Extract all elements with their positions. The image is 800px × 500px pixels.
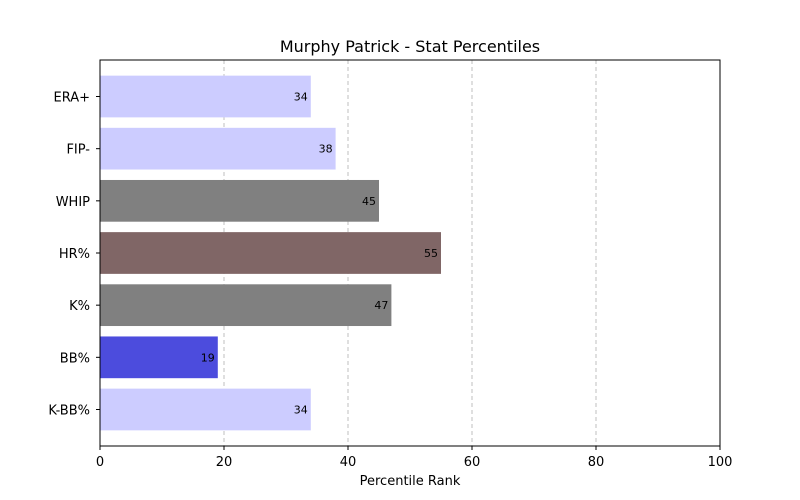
bar-value-label: 38 [319,143,333,156]
bar [100,179,379,222]
bar [100,127,336,170]
bar [100,284,392,327]
x-tick-label: 0 [96,455,104,470]
y-tick-label: WHIP [56,195,90,210]
x-axis: 0 20 40 60 80 100 [96,446,733,470]
bar [100,336,218,379]
x-tick-label: 80 [588,455,605,470]
x-tick-label: 20 [216,455,233,470]
bar [100,232,441,274]
y-tick-label: ERA+ [53,91,90,106]
bar-value-label: 34 [294,403,308,416]
x-tick-label: 40 [340,455,357,470]
y-axis: ERA+ FIP- WHIP HR% K% BB% K-BB% [48,91,100,418]
bars [100,75,441,431]
bar [100,388,311,431]
bar-value-label: 55 [424,247,438,260]
x-tick-label: 100 [708,455,733,470]
bar-value-label: 34 [294,91,308,104]
y-tick-label: BB% [60,351,90,366]
bar-value-label: 19 [201,351,215,364]
y-tick-label: HR% [59,247,90,262]
y-tick-label: K% [69,299,90,314]
bar-value-label: 45 [362,195,376,208]
bar-labels: 34 38 45 55 47 19 34 [201,91,438,417]
x-tick-label: 60 [464,455,481,470]
y-tick-label: K-BB% [48,403,90,418]
bar-value-label: 47 [374,299,388,312]
chart-title: Murphy Patrick - Stat Percentiles [280,37,540,56]
x-axis-label: Percentile Rank [360,474,461,489]
bar [100,75,311,118]
y-tick-label: FIP- [66,143,90,158]
